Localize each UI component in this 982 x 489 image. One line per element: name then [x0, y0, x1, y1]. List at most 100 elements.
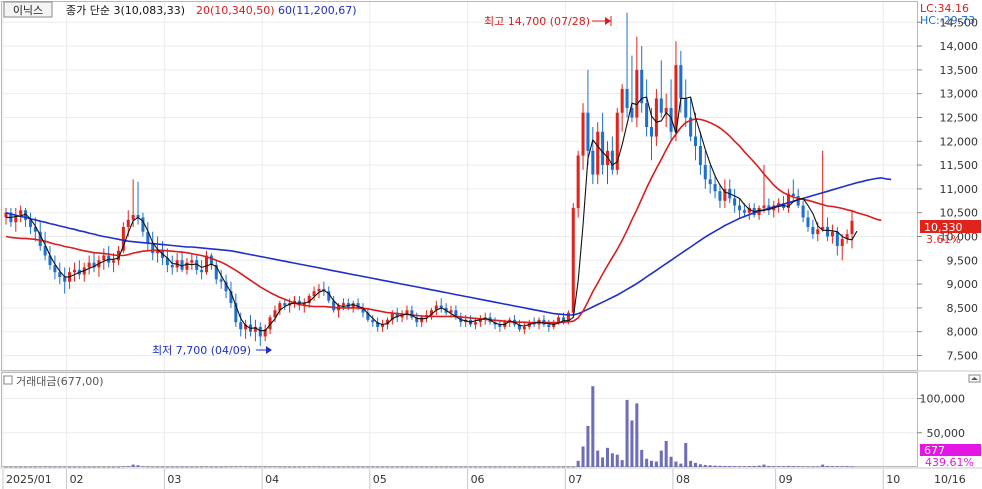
candle-body-56 [278, 303, 282, 311]
volume-bar-12 [63, 466, 67, 468]
volume-bar-72 [356, 466, 360, 468]
volume-bar-131 [645, 458, 649, 467]
volume-badge-change: 439.61% [925, 456, 974, 469]
volume-bar-54 [268, 466, 272, 468]
volume-bar-170 [835, 466, 839, 467]
candle-body-34 [170, 265, 174, 268]
candle-body-172 [845, 234, 849, 239]
candle-body-120 [591, 150, 595, 175]
volume-bar-145 [713, 465, 717, 467]
candle-body-3 [19, 210, 23, 216]
volume-bar-23 [116, 466, 120, 468]
volume-bar-77 [381, 466, 385, 468]
volume-bar-140 [689, 460, 693, 467]
volume-bar-11 [58, 466, 62, 468]
volume-bar-139 [684, 443, 688, 467]
volume-bar-96 [473, 466, 477, 468]
volume-bar-151 [742, 466, 746, 467]
volume-bar-95 [469, 466, 473, 468]
volume-bar-43 [214, 466, 218, 468]
candle-body-138 [679, 65, 683, 99]
candle-body-171 [840, 238, 844, 246]
candle-body-92 [454, 310, 458, 318]
candle-body-81 [400, 315, 404, 318]
candle-body-143 [703, 165, 707, 180]
candle-body-151 [742, 210, 746, 213]
candle-body-28 [141, 217, 145, 232]
candle-body-125 [615, 112, 619, 170]
candle-body-6 [33, 226, 37, 232]
volume-bar-102 [503, 466, 507, 468]
volume-bar-88 [434, 466, 438, 468]
volume-bar-99 [488, 466, 492, 468]
stock-name-box[interactable] [3, 1, 53, 18]
candle-body-113 [557, 317, 561, 323]
volume-bar-144 [708, 465, 712, 467]
volume-bar-17 [87, 466, 91, 468]
price-axis: 7,500 8,000 8,500 9,000 9,500 10,000 10,500 11,… [917, 16, 978, 362]
volume-bar-34 [170, 466, 174, 468]
volume-bar-155 [762, 464, 766, 467]
date-axis: 2025/01 02 03 04 05 06 07 08 09 10 10/16 [2, 469, 966, 489]
price-tick-label-4: 9,500 [947, 254, 979, 267]
volume-bar-152 [747, 466, 751, 467]
candle-body-43 [214, 265, 218, 280]
candle-body-64 [317, 288, 321, 292]
volume-bar-84 [415, 466, 419, 468]
price-badge [920, 220, 981, 233]
volume-bar-173 [850, 466, 854, 468]
price-tick-label-7: 11,000 [940, 183, 979, 196]
candle-body-14 [72, 269, 76, 273]
volume-bar-107 [527, 466, 531, 468]
candle-body-134 [659, 98, 663, 113]
price-tick-label-0: 7,500 [947, 349, 979, 362]
candle-body-87 [429, 310, 433, 316]
volume-bar-167 [821, 464, 825, 467]
candle-body-9 [48, 255, 52, 266]
candles [4, 12, 854, 346]
candle-body-47 [234, 303, 238, 323]
volume-bar-143 [703, 464, 707, 467]
volume-bar-106 [522, 466, 526, 468]
candle-body-168 [826, 226, 830, 237]
volume-bar-10 [53, 466, 57, 468]
price-tick-label-9: 12,000 [940, 135, 979, 148]
candle-body-69 [341, 303, 345, 306]
price-tick-label-10: 12,500 [940, 111, 979, 124]
high-label: 최고 14,700 (07/28) [484, 15, 590, 28]
volume-bar-80 [395, 466, 399, 468]
date-tick-label-8: 09 [779, 473, 793, 486]
volume-bar-90 [444, 466, 448, 468]
volume-bar-41 [204, 466, 209, 468]
volume-bar-142 [698, 464, 702, 467]
volume-bar-168 [826, 465, 830, 467]
candle-body-116 [571, 207, 575, 313]
volume-bar-86 [425, 466, 429, 468]
volume-bar-125 [615, 454, 619, 467]
volume-bar-68 [337, 466, 341, 468]
date-tick-label-10: 10/16 [934, 473, 966, 486]
volume-bar-79 [390, 466, 394, 468]
candle-body-72 [356, 303, 360, 308]
candle-body-71 [351, 303, 355, 308]
volume-bar-113 [557, 466, 561, 468]
volume-bar-110 [542, 466, 546, 468]
candle-body-170 [835, 231, 839, 246]
candle-body-39 [195, 260, 199, 270]
volume-bar-0 [4, 466, 8, 468]
candle-body-17 [87, 262, 91, 268]
volume-bar-7 [38, 466, 42, 468]
date-tick-label-2: 03 [167, 473, 181, 486]
candle-body-136 [669, 107, 673, 132]
price-change: 3.61% [926, 233, 961, 246]
volume-bars [4, 386, 854, 468]
volume-bar-14 [72, 466, 76, 468]
volume-bar-13 [68, 466, 72, 468]
volume-bar-134 [659, 450, 663, 467]
volume-collapse-toggle[interactable] [3, 375, 13, 385]
volume-bar-40 [200, 466, 204, 468]
volume-bar-48 [239, 466, 243, 467]
volume-bar-160 [786, 465, 790, 467]
candle-body-20 [102, 255, 106, 261]
volume-bar-156 [767, 465, 771, 467]
